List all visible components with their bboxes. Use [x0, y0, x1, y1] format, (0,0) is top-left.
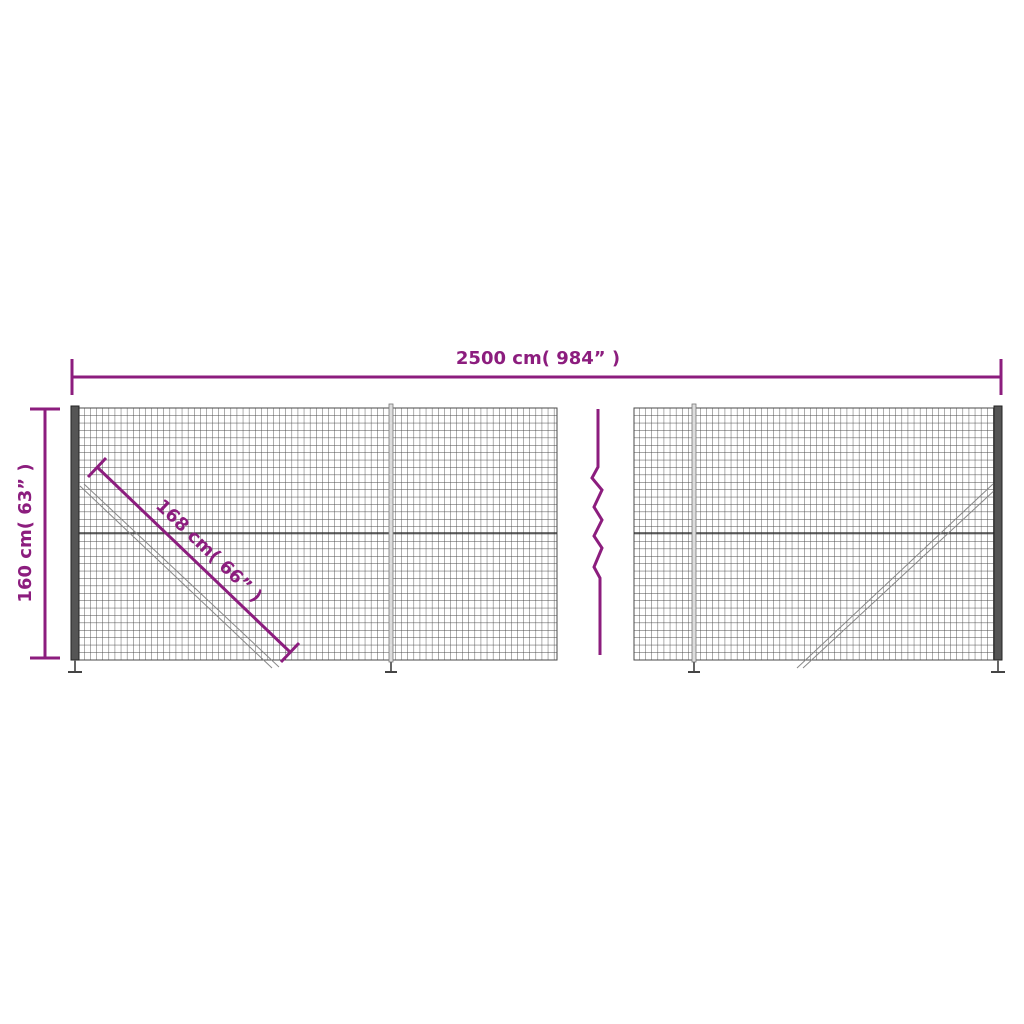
middle-post-right	[688, 403, 700, 673]
end-post-left	[68, 405, 82, 673]
fence-panel-left	[68, 403, 558, 673]
brace-left	[79, 483, 280, 669]
width-label: 2500 cm( 984” )	[456, 348, 620, 369]
end-post-right	[991, 405, 1005, 673]
diagonal-dimension	[86, 456, 301, 664]
height-dimension	[30, 407, 60, 660]
fence-panel-right	[633, 403, 1005, 673]
width-dimension	[70, 359, 1003, 395]
brace-right	[796, 483, 998, 669]
middle-post-left	[385, 403, 397, 673]
break-line	[590, 409, 604, 655]
height-label: 160 cm( 63” )	[15, 463, 36, 602]
